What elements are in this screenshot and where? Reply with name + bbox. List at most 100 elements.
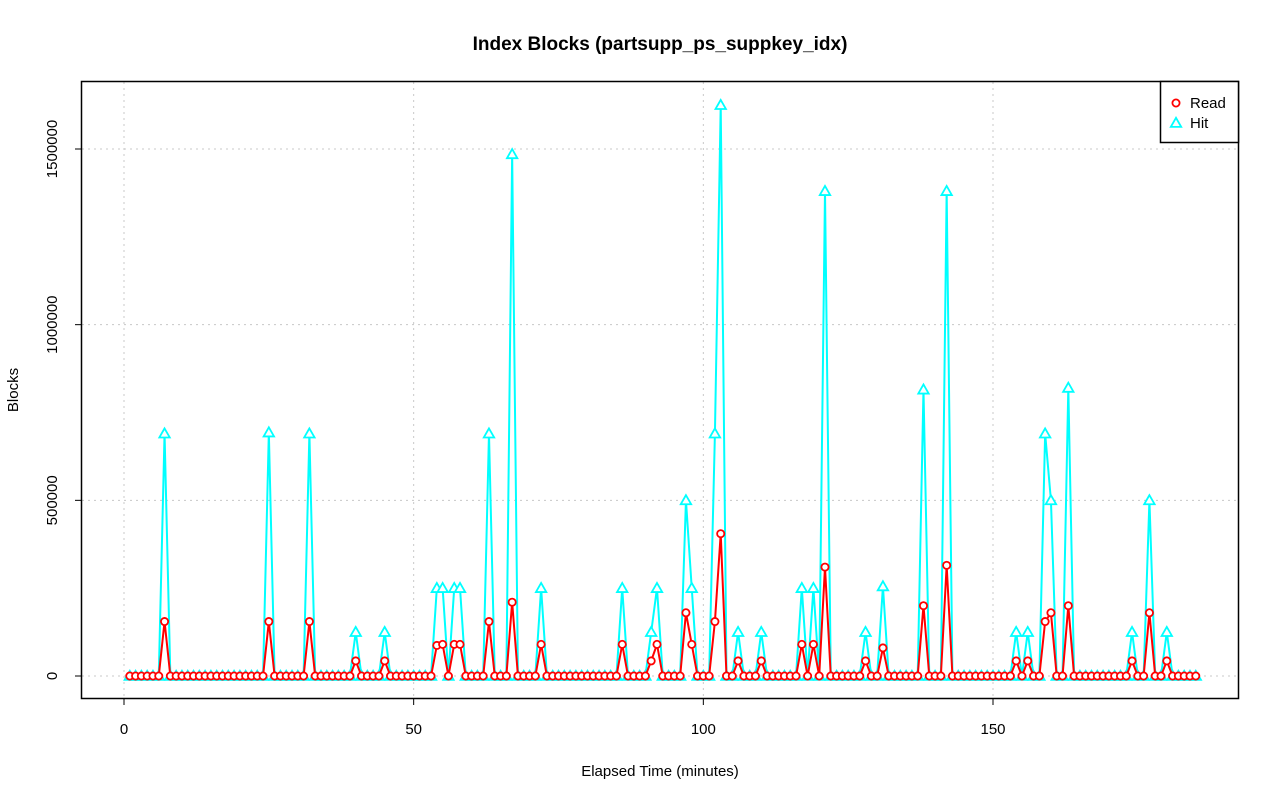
point-read-103 xyxy=(716,529,726,539)
point-hit-180 xyxy=(1160,625,1174,637)
point-hit-32 xyxy=(302,426,317,439)
point-read-163 xyxy=(1063,601,1073,611)
point-hit-174 xyxy=(1125,625,1139,637)
legend-label-read: Read xyxy=(1190,95,1226,112)
point-read-97 xyxy=(681,608,691,618)
point-read-71 xyxy=(530,671,540,681)
point-hit-142 xyxy=(939,184,954,196)
point-read-109 xyxy=(750,671,760,681)
series-layer xyxy=(123,98,1203,681)
x-tick-label-1: 50 xyxy=(405,721,422,738)
x-axis-label: Elapsed Time (minutes) xyxy=(581,763,739,780)
point-hit-25 xyxy=(262,425,276,438)
plot-frame xyxy=(80,80,1240,700)
point-read-118 xyxy=(803,671,813,681)
point-hit-102 xyxy=(708,426,722,439)
point-hit-72 xyxy=(534,581,548,593)
point-hit-160 xyxy=(1044,493,1058,506)
point-hit-110 xyxy=(754,625,769,637)
point-read-127 xyxy=(855,671,865,681)
point-read-138 xyxy=(918,601,928,611)
point-read-53 xyxy=(426,671,436,681)
y-tick-label-0: 0 xyxy=(44,672,61,680)
point-hit-7 xyxy=(157,426,172,439)
point-read-106 xyxy=(733,656,743,666)
point-read-119 xyxy=(808,639,818,649)
point-hit-97 xyxy=(679,493,693,506)
point-read-31 xyxy=(299,671,309,681)
point-read-6 xyxy=(154,671,164,681)
point-read-137 xyxy=(913,671,923,681)
point-read-131 xyxy=(878,643,888,653)
point-read-130 xyxy=(872,671,882,681)
point-read-105 xyxy=(727,671,737,681)
point-hit-45 xyxy=(377,625,392,637)
point-read-173 xyxy=(1121,671,1131,681)
point-hit-63 xyxy=(482,426,496,439)
point-read-121 xyxy=(820,562,830,572)
point-hit-67 xyxy=(505,147,519,160)
point-read-63 xyxy=(484,617,494,627)
point-hit-58 xyxy=(453,581,467,593)
x-tick-label-0: 0 xyxy=(120,721,128,738)
point-read-101 xyxy=(704,671,714,681)
point-hit-119 xyxy=(806,581,821,593)
point-hit-55 xyxy=(435,581,450,593)
point-read-142 xyxy=(942,560,952,570)
point-hit-121 xyxy=(818,184,832,196)
point-read-67 xyxy=(507,597,517,607)
point-hit-159 xyxy=(1038,426,1052,439)
point-read-174 xyxy=(1127,656,1137,666)
point-read-40 xyxy=(351,656,361,666)
x-tick-label-3: 150 xyxy=(980,721,1005,738)
point-hit-103 xyxy=(713,98,728,110)
point-hit-91 xyxy=(644,625,658,637)
x-tick-label-2: 100 xyxy=(691,721,716,738)
point-hit-154 xyxy=(1009,625,1023,637)
point-read-90 xyxy=(640,671,650,681)
point-read-25 xyxy=(264,617,274,627)
point-read-32 xyxy=(304,617,314,627)
legend-marker-read xyxy=(1171,98,1181,108)
point-hit-92 xyxy=(650,581,664,593)
point-hit-177 xyxy=(1142,493,1157,506)
point-read-141 xyxy=(936,671,946,681)
point-read-96 xyxy=(675,671,685,681)
point-hit-156 xyxy=(1021,625,1035,637)
point-hit-117 xyxy=(795,581,809,593)
legend-marker-hit xyxy=(1169,115,1183,128)
point-hit-86 xyxy=(615,581,629,593)
axes: 0 50 100 150 0 500000 1000000 1500000 xyxy=(44,120,1006,738)
point-read-66 xyxy=(501,671,511,681)
point-read-44 xyxy=(374,671,384,681)
point-read-120 xyxy=(814,671,824,681)
chart-title: Index Blocks (partsupp_ps_suppkey_idx) xyxy=(473,34,848,55)
series-read-line xyxy=(129,533,1196,679)
point-read-110 xyxy=(756,656,766,666)
point-read-116 xyxy=(791,671,801,681)
point-read-155 xyxy=(1017,671,1027,681)
point-hit-40 xyxy=(348,625,363,637)
point-read-24 xyxy=(258,671,268,681)
y-tick-label-3: 1500000 xyxy=(44,120,61,178)
point-read-180 xyxy=(1162,656,1172,666)
point-read-72 xyxy=(536,639,546,649)
point-read-7 xyxy=(160,617,170,627)
series-hit-line xyxy=(129,105,1196,677)
point-read-159 xyxy=(1040,617,1050,627)
point-read-56 xyxy=(443,671,453,681)
point-read-158 xyxy=(1034,671,1044,681)
point-read-92 xyxy=(652,639,662,649)
point-read-62 xyxy=(478,671,488,681)
series-hit xyxy=(123,98,1203,681)
legend-box xyxy=(1159,80,1240,144)
legend: Read Hit xyxy=(1159,80,1240,144)
series-read xyxy=(125,529,1201,681)
point-read-154 xyxy=(1011,656,1021,666)
point-hit-138 xyxy=(916,382,931,395)
point-read-185 xyxy=(1191,671,1201,681)
point-hit-128 xyxy=(858,625,873,637)
legend-label-hit: Hit xyxy=(1190,115,1209,132)
point-read-55 xyxy=(438,639,448,649)
